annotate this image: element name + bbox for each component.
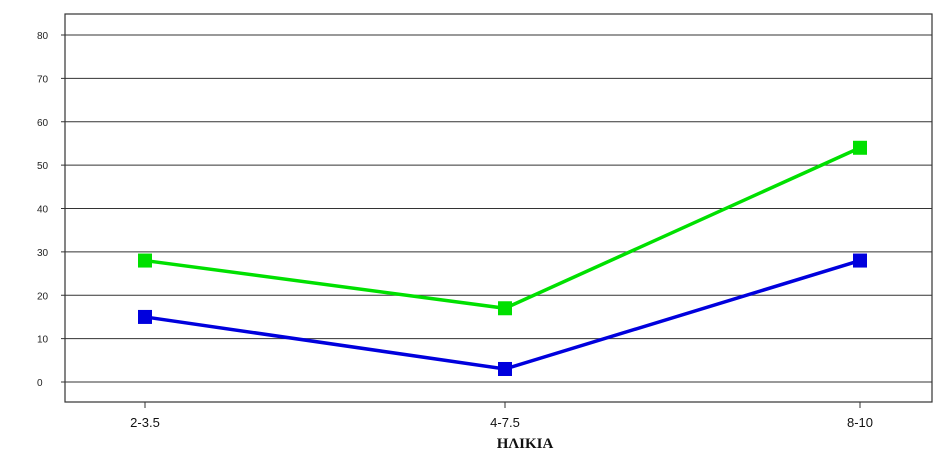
x-tick-label-0: 2-3.5 [130,415,160,430]
y-tick-label-60: 60 [37,118,49,129]
series-1-point-0 [138,309,152,324]
y-tick-label-10: 10 [37,335,49,346]
series-0-point-1 [498,301,512,316]
y-tick-label-0: 0 [37,378,43,389]
y-tick-label-30: 30 [37,248,49,259]
grid-lines [65,34,932,383]
series-1-point-2 [853,253,867,268]
y-tick-label-40: 40 [37,205,49,216]
x-axis-tick-labels: 2-3.5 4-7.5 8-10 [130,402,873,430]
x-tick-label-1: 4-7.5 [490,415,520,430]
series-0-point-0 [138,253,152,268]
y-tick-label-70: 70 [37,74,49,85]
y-axis-tick-labels: 0 10 20 30 40 50 60 70 80 [37,31,65,389]
series-1-point-1 [498,361,512,376]
y-tick-label-20: 20 [37,291,49,302]
x-tick-label-2: 8-10 [847,415,873,430]
y-tick-label-80: 80 [37,31,49,42]
series-0-point-2 [853,140,867,155]
x-axis-label: ΗΛΙΚΙΑ [497,436,554,450]
series-group [138,140,867,376]
y-tick-label-50: 50 [37,161,49,172]
